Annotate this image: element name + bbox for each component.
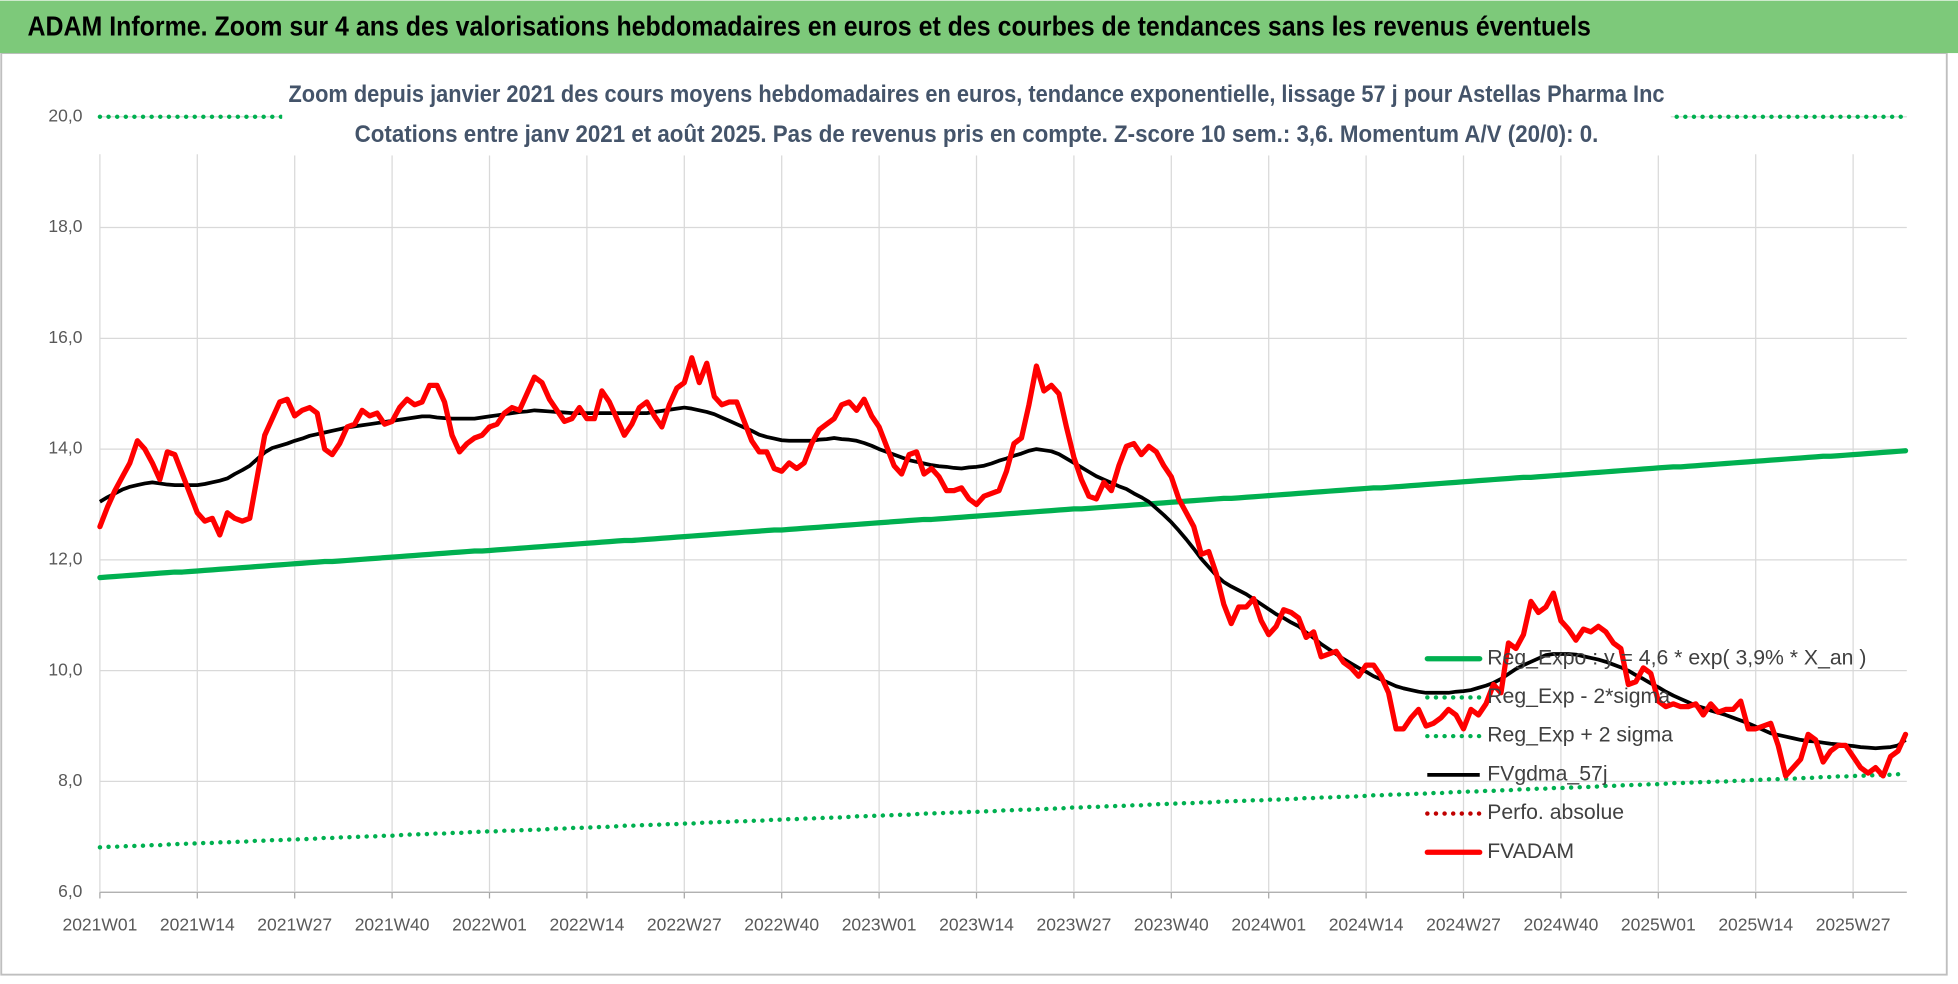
y-tick-label: 18,0 — [48, 216, 82, 236]
legend-label: FVADAM — [1487, 840, 1574, 863]
x-tick-label: 2024W14 — [1329, 915, 1404, 935]
y-tick-label: 14,0 — [48, 438, 82, 458]
x-tick-label: 2021W14 — [160, 915, 235, 935]
x-tick-label: 2022W01 — [452, 915, 527, 935]
subtitle: Zoom depuis janvier 2021 des cours moyen… — [288, 82, 1664, 108]
x-tick-label: 2025W14 — [1718, 915, 1793, 935]
series-line — [97, 771, 1908, 850]
x-tick-label: 2023W40 — [1134, 915, 1209, 935]
x-tick-label: 2022W27 — [647, 915, 722, 935]
y-tick-label: 16,0 — [48, 327, 82, 347]
x-tick-label: 2023W14 — [939, 915, 1014, 935]
series-line — [98, 405, 1907, 751]
x-tick-label: 2021W40 — [355, 915, 430, 935]
y-tick-label: 12,0 — [48, 549, 82, 569]
x-tick-label: 2022W14 — [550, 915, 625, 935]
y-tick-label: 8,0 — [58, 770, 83, 790]
series-line — [97, 355, 1909, 779]
title-bar — [0, 0, 1958, 54]
x-tick-label: 2023W27 — [1037, 915, 1112, 935]
x-tick-label: 2021W01 — [63, 915, 138, 935]
legend-label: Perfo. absolue — [1487, 801, 1624, 824]
chart-title: ADAM Informe. Zoom sur 4 ans des valoris… — [27, 10, 1590, 41]
x-tick-label: 2023W01 — [842, 915, 917, 935]
legend-label: Reg_Expo : y = 4,6 * exp( 3,9% * X_an ) — [1487, 646, 1866, 669]
x-tick-label: 2022W40 — [744, 915, 819, 935]
x-tick-label: 2021W27 — [257, 915, 332, 935]
x-tick-label: 2024W27 — [1426, 915, 1501, 935]
x-tick-label: 2025W27 — [1816, 915, 1891, 935]
x-tick-label: 2024W01 — [1231, 915, 1306, 935]
subtitle: Cotations entre janv 2021 et août 2025. … — [355, 122, 1599, 148]
y-tick-label: 10,0 — [48, 659, 82, 679]
x-tick-label: 2024W40 — [1524, 915, 1599, 935]
legend: Reg_Expo : y = 4,6 * exp( 3,9% * X_an ) R… — [1424, 646, 1866, 863]
y-tick-label: 20,0 — [48, 105, 82, 125]
x-tick-label: 2025W01 — [1621, 915, 1696, 935]
legend-label: FVgdma_57j — [1487, 762, 1607, 785]
legend-label: Reg_Exp + 2 sigma — [1487, 724, 1673, 747]
series-line — [97, 448, 1909, 581]
subtitle-box — [282, 73, 1671, 156]
y-tick-label: 6,0 — [58, 881, 83, 901]
legend-label: Reg_Exp - 2*sigma — [1487, 685, 1670, 708]
